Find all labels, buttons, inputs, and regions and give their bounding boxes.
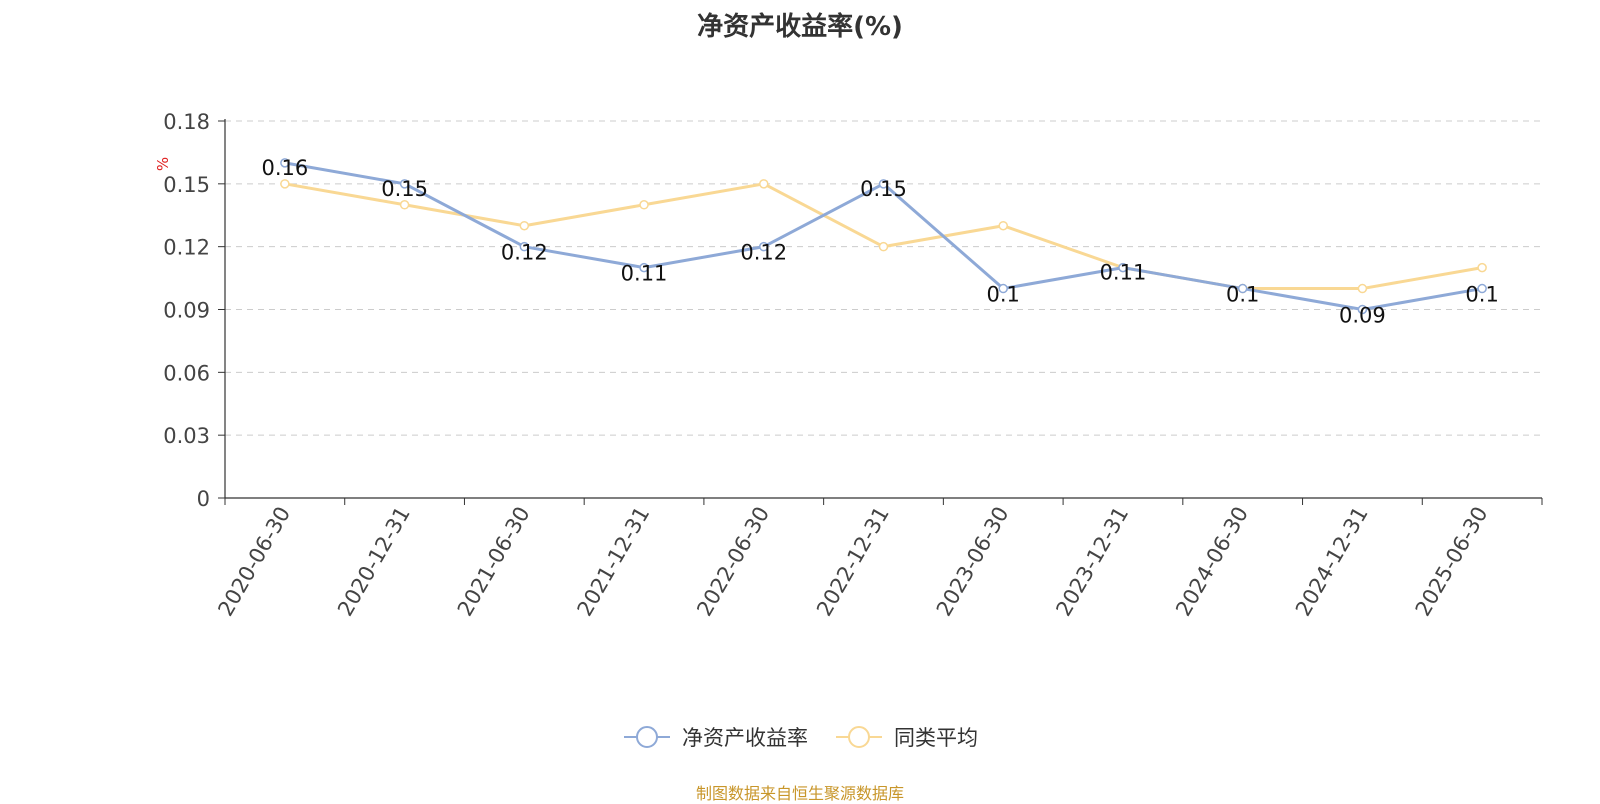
data-label: 0.12 bbox=[740, 241, 787, 265]
data-label: 0.16 bbox=[261, 156, 308, 180]
data-point bbox=[998, 220, 1008, 231]
data-point bbox=[998, 283, 1008, 294]
data-point bbox=[759, 241, 769, 252]
legend-marker-icon bbox=[836, 726, 882, 748]
y-tick-label: 0.06 bbox=[163, 361, 210, 385]
data-point bbox=[1118, 262, 1128, 273]
data-label: 0.1 bbox=[987, 283, 1020, 307]
legend-label: 同类平均 bbox=[894, 726, 978, 750]
legend-item[interactable]: 同类平均 bbox=[834, 722, 978, 752]
x-tick-label: 2023-06-30 bbox=[932, 503, 1014, 621]
x-tick-label: 2020-06-30 bbox=[213, 503, 295, 621]
data-label: 0.15 bbox=[381, 177, 428, 201]
y-tick-label: 0.18 bbox=[163, 110, 210, 134]
y-axis-unit: % bbox=[154, 157, 172, 171]
x-tick-label: 2024-12-31 bbox=[1291, 503, 1373, 621]
data-label: 0.15 bbox=[860, 177, 907, 201]
data-point bbox=[639, 200, 649, 210]
data-point bbox=[280, 179, 290, 189]
y-tick-label: 0.09 bbox=[163, 299, 210, 323]
y-tick-label: 0.15 bbox=[163, 173, 210, 197]
data-label: 0.12 bbox=[501, 241, 548, 265]
data-point bbox=[1237, 283, 1248, 294]
data-point bbox=[519, 241, 530, 252]
x-tick-label: 2023-12-31 bbox=[1051, 503, 1133, 621]
data-point bbox=[1357, 304, 1368, 315]
x-tick-label: 2024-06-30 bbox=[1171, 503, 1253, 621]
data-label: 0.11 bbox=[1100, 261, 1147, 285]
data-point bbox=[1477, 262, 1487, 273]
chart-title: 净资产收益率(%) bbox=[697, 12, 903, 42]
legend: 净资产收益率 同类平均 bbox=[0, 722, 1600, 752]
legend-item[interactable]: 净资产收益率 bbox=[622, 722, 808, 752]
data-point bbox=[1357, 283, 1368, 294]
x-tick-label: 2020-12-31 bbox=[333, 503, 415, 621]
data-point bbox=[399, 200, 410, 210]
x-tick-label: 2021-06-30 bbox=[453, 503, 535, 621]
data-label: 0.1 bbox=[1226, 283, 1259, 307]
legend-marker-icon bbox=[624, 726, 670, 748]
data-point bbox=[639, 262, 649, 273]
y-tick-label: 0.03 bbox=[163, 424, 210, 448]
x-tick-label: 2021-12-31 bbox=[573, 503, 655, 621]
y-tick-label: 0 bbox=[197, 487, 210, 511]
data-point bbox=[519, 220, 530, 231]
legend-label: 净资产收益率 bbox=[682, 726, 808, 750]
x-tick-label: 2025-06-30 bbox=[1411, 503, 1493, 621]
x-tick-label: 2022-06-30 bbox=[692, 503, 774, 621]
y-tick-label: 0.12 bbox=[163, 236, 210, 260]
data-point bbox=[399, 179, 410, 189]
data-point bbox=[280, 158, 290, 168]
data-point bbox=[878, 179, 889, 189]
data-label: 0.11 bbox=[621, 262, 668, 286]
data-point bbox=[1477, 283, 1487, 294]
data-point bbox=[759, 179, 769, 189]
data-label: 0.09 bbox=[1339, 304, 1386, 328]
source-note: 制图数据来自恒生聚源数据库 bbox=[695, 784, 904, 803]
data-point bbox=[878, 241, 889, 252]
data-label: 0.1 bbox=[1465, 283, 1498, 307]
x-tick-label: 2022-12-31 bbox=[812, 503, 894, 621]
